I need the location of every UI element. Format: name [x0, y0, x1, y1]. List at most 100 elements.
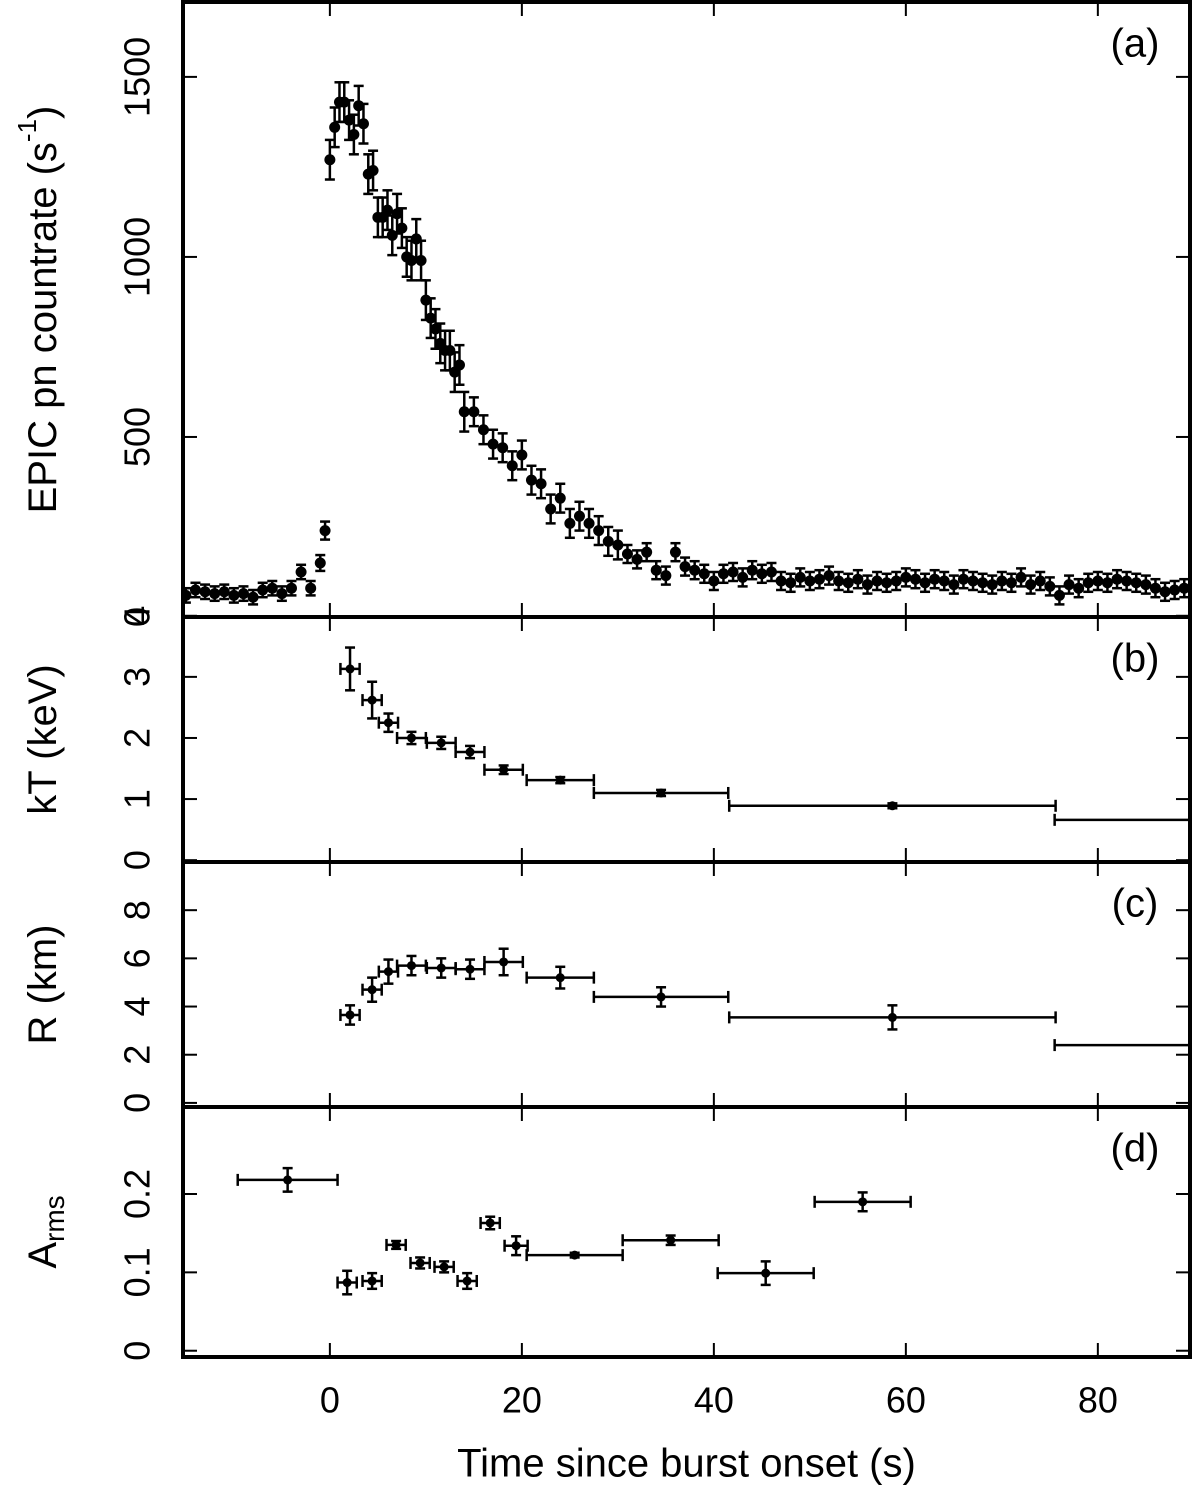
data-point	[439, 1262, 449, 1272]
data-point	[1053, 589, 1065, 601]
y-tick-label: 0	[117, 1093, 158, 1113]
plot-area	[236, 1166, 912, 1296]
data-point	[511, 1241, 521, 1251]
data-point	[319, 525, 331, 537]
data-point	[406, 961, 416, 971]
data-point	[919, 577, 931, 589]
panel-frame	[181, 1105, 1192, 1359]
data-point	[348, 129, 360, 141]
data-point	[436, 963, 446, 973]
data-point	[746, 564, 758, 576]
data-point	[1025, 579, 1037, 591]
data-point	[737, 571, 749, 583]
y-axis-label-text: kT (keV)	[21, 664, 65, 814]
data-point	[367, 165, 379, 177]
y-axis-label: R (km)	[21, 925, 65, 1045]
plot-area	[339, 947, 1190, 1052]
data-point	[367, 1276, 377, 1286]
data-point	[465, 747, 475, 757]
data-point	[485, 1218, 495, 1228]
data-point	[383, 967, 393, 977]
data-point	[345, 1010, 355, 1020]
data-point	[535, 478, 547, 490]
data-point	[656, 992, 666, 1002]
y-tick-label: 0.2	[117, 1169, 158, 1219]
y-tick-label: 2	[117, 1045, 158, 1065]
data-point	[1130, 577, 1142, 589]
data-point	[465, 964, 475, 974]
panel-frame	[181, 615, 1192, 864]
data-point	[383, 718, 393, 728]
y-tick-label: 500	[117, 407, 158, 467]
y-tick-label: 0	[117, 607, 158, 627]
data-point	[858, 1197, 868, 1207]
data-point	[396, 222, 408, 234]
data-point	[367, 695, 377, 705]
data-point	[545, 503, 557, 515]
data-point	[343, 114, 355, 126]
data-point	[871, 575, 883, 587]
data-point	[199, 586, 211, 598]
data-point	[593, 525, 605, 537]
y-tick-label: 3	[117, 667, 158, 687]
data-point	[948, 579, 960, 591]
data-point	[861, 579, 873, 591]
data-point	[247, 591, 259, 603]
x-tick-label: 60	[886, 1380, 926, 1421]
data-point	[1178, 582, 1190, 594]
data-point	[189, 584, 201, 596]
data-point	[266, 582, 278, 594]
data-point	[1082, 577, 1094, 589]
y-axis-label-sub: rms	[39, 1195, 70, 1242]
data-point	[890, 575, 902, 587]
data-point	[852, 573, 864, 585]
data-point	[1140, 579, 1152, 591]
data-point	[765, 566, 777, 578]
y-axis-label: kT (keV)	[21, 664, 65, 814]
data-point	[823, 570, 835, 582]
data-point	[887, 801, 897, 811]
data-point	[209, 588, 221, 600]
y-axis-label-end: )	[21, 106, 65, 119]
x-tick-label: 0	[320, 1380, 340, 1421]
data-point	[314, 557, 326, 569]
panel-frame	[181, 860, 1192, 1109]
x-tick-label: 80	[1078, 1380, 1118, 1421]
data-point	[1149, 582, 1161, 594]
data-point	[1101, 577, 1113, 589]
x-tick-label: 40	[694, 1380, 734, 1421]
data-point	[329, 121, 341, 133]
data-point	[285, 582, 297, 594]
y-axis-label-sup: -1	[12, 119, 42, 142]
data-point	[573, 510, 585, 522]
y-tick-label: 1	[117, 789, 158, 809]
y-axis-label: EPIC pn countrate (s-1)	[12, 106, 65, 514]
data-point	[1034, 575, 1046, 587]
y-axis-label-text: A	[21, 1242, 65, 1269]
data-point	[1015, 571, 1027, 583]
data-point	[1044, 580, 1056, 592]
y-tick-label: 4	[117, 997, 158, 1017]
data-point	[977, 577, 989, 589]
data-point	[641, 546, 653, 558]
data-point	[679, 561, 691, 573]
data-point	[381, 204, 393, 216]
plot-area	[339, 646, 1190, 826]
data-point	[881, 577, 893, 589]
data-point	[938, 575, 950, 587]
data-point	[391, 1240, 401, 1250]
data-point	[669, 546, 681, 558]
data-point	[391, 208, 403, 220]
data-point	[228, 589, 240, 601]
data-point	[689, 564, 701, 576]
data-point	[967, 575, 979, 587]
data-point	[612, 539, 624, 551]
data-point	[1111, 573, 1123, 585]
data-point	[804, 575, 816, 587]
data-point	[415, 255, 427, 267]
data-point	[324, 154, 336, 166]
data-point	[842, 577, 854, 589]
x-axis-label: Time since burst onset (s)	[457, 1442, 916, 1486]
y-tick-label: 0.1	[117, 1247, 158, 1297]
